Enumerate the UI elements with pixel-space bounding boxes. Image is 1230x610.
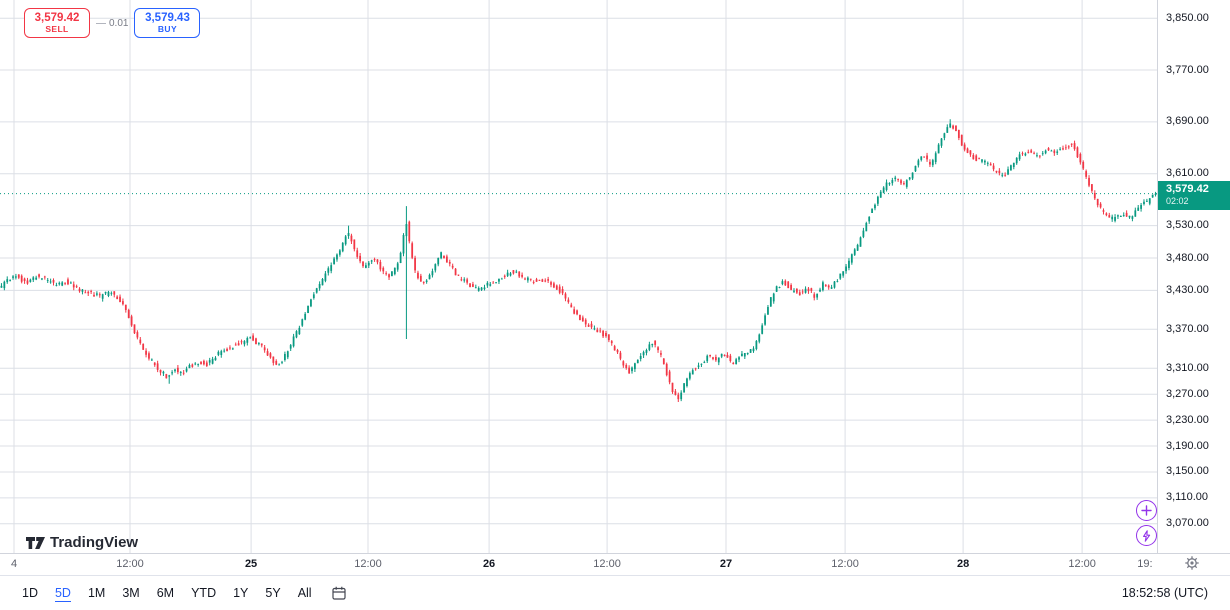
go-to-date-button[interactable] <box>331 586 347 600</box>
time-axis[interactable]: 4 12:00 25 12:00 26 12:00 27 12:00 28 12:00 19: <box>0 553 1230 575</box>
range-5d[interactable]: 5D <box>54 586 71 602</box>
clock: 18:52:58 (UTC) <box>1121 586 1208 600</box>
time-axis-label: 25 <box>244 558 258 570</box>
sell-button[interactable]: 3,579.42 SELL <box>24 8 90 38</box>
price-axis-label: 3,110.00 <box>1166 491 1209 504</box>
spread-value: 0.01 <box>109 17 129 29</box>
time-axis-label: 12:00 <box>1068 558 1096 570</box>
time-axis-label: 12:00 <box>831 558 859 570</box>
range-1y[interactable]: 1Y <box>233 586 249 600</box>
price-axis-label: 3,370.00 <box>1166 322 1209 335</box>
price-axis-label: 3,270.00 <box>1166 387 1209 400</box>
time-axis-label: 4 <box>10 558 18 570</box>
lightning-icon <box>1143 529 1151 542</box>
up-candle-bodies <box>0 123 1157 400</box>
down-candle-wicks <box>18 124 1128 402</box>
price-axis[interactable]: 3,850.00 3,770.00 3,690.00 3,610.00 3,530.00… <box>1157 0 1230 553</box>
spread-indicator: 0.01 <box>96 18 128 29</box>
calendar-icon <box>331 586 346 600</box>
time-axis-label: 19: <box>1137 558 1153 570</box>
time-axis-labels: 4 12:00 25 12:00 26 12:00 27 12:00 28 12:00 19: <box>0 554 1157 576</box>
tradingview-logo[interactable]: TradingView <box>26 534 138 551</box>
range-3m[interactable]: 3M <box>122 586 140 600</box>
time-axis-label: 12:00 <box>116 558 144 570</box>
settings-gear-button[interactable] <box>1185 556 1199 575</box>
bottom-toolbar: 1D 5D 1M 3M 6M YTD 1Y 5Y All 18:52:58 (UTC) <box>0 575 1230 610</box>
time-axis-label: 12:00 <box>593 558 621 570</box>
current-price-value: 3,579.42 <box>1166 182 1209 195</box>
gear-icon <box>1185 556 1199 570</box>
time-axis-label: 26 <box>482 558 496 570</box>
buy-price: 3,579.43 <box>145 11 190 24</box>
lightning-button[interactable] <box>1136 525 1157 546</box>
buy-sell-overlay: 3,579.42 SELL 0.01 3,579.43 BUY <box>24 8 201 38</box>
range-selector: 1D 5D 1M 3M 6M YTD 1Y 5Y All <box>22 584 312 602</box>
price-axis-label: 3,070.00 <box>1166 517 1209 530</box>
price-axis-label: 3,230.00 <box>1166 413 1209 426</box>
chart-canvas[interactable] <box>0 0 1157 553</box>
side-buttons <box>1136 500 1157 546</box>
range-1m[interactable]: 1M <box>87 586 106 600</box>
price-axis-label: 3,530.00 <box>1166 219 1209 232</box>
candle-countdown: 02:02 <box>1166 195 1189 206</box>
price-axis-label: 3,150.00 <box>1166 465 1209 478</box>
time-axis-label: 12:00 <box>354 558 382 570</box>
price-axis-label: 3,430.00 <box>1166 283 1209 296</box>
range-6m[interactable]: 6M <box>156 586 175 600</box>
price-axis-label: 3,850.00 <box>1166 11 1209 24</box>
range-ytd[interactable]: YTD <box>191 586 217 600</box>
price-axis-label: 3,770.00 <box>1166 63 1209 76</box>
price-axis-label: 3,690.00 <box>1166 115 1209 128</box>
range-1d[interactable]: 1D <box>22 586 38 600</box>
buy-button[interactable]: 3,579.43 BUY <box>134 8 201 38</box>
tradingview-logo-mark-icon <box>26 536 45 549</box>
tradingview-logo-text: TradingView <box>50 534 139 551</box>
plus-icon <box>1141 505 1152 516</box>
buy-label: BUY <box>157 23 178 34</box>
sell-label: SELL <box>45 23 69 34</box>
grid-lines <box>0 0 1157 553</box>
time-axis-label: 28 <box>956 558 970 570</box>
plus-button[interactable] <box>1136 500 1157 521</box>
current-price-badge: 3,579.42 02:02 <box>1158 180 1230 210</box>
range-all[interactable]: All <box>297 586 312 600</box>
time-axis-label: 27 <box>719 558 733 570</box>
spread-line <box>96 22 106 24</box>
range-5y[interactable]: 5Y <box>265 586 281 600</box>
sell-price: 3,579.42 <box>34 11 80 24</box>
price-axis-label: 3,190.00 <box>1166 439 1209 452</box>
chart-pane[interactable]: 3,579.42 SELL 0.01 3,579.43 BUY TradingV… <box>0 0 1157 553</box>
price-axis-label: 3,610.00 <box>1166 167 1209 180</box>
down-candle-bodies <box>17 125 1128 400</box>
price-axis-label: 3,480.00 <box>1166 251 1209 264</box>
price-axis-label: 3,310.00 <box>1166 361 1209 374</box>
